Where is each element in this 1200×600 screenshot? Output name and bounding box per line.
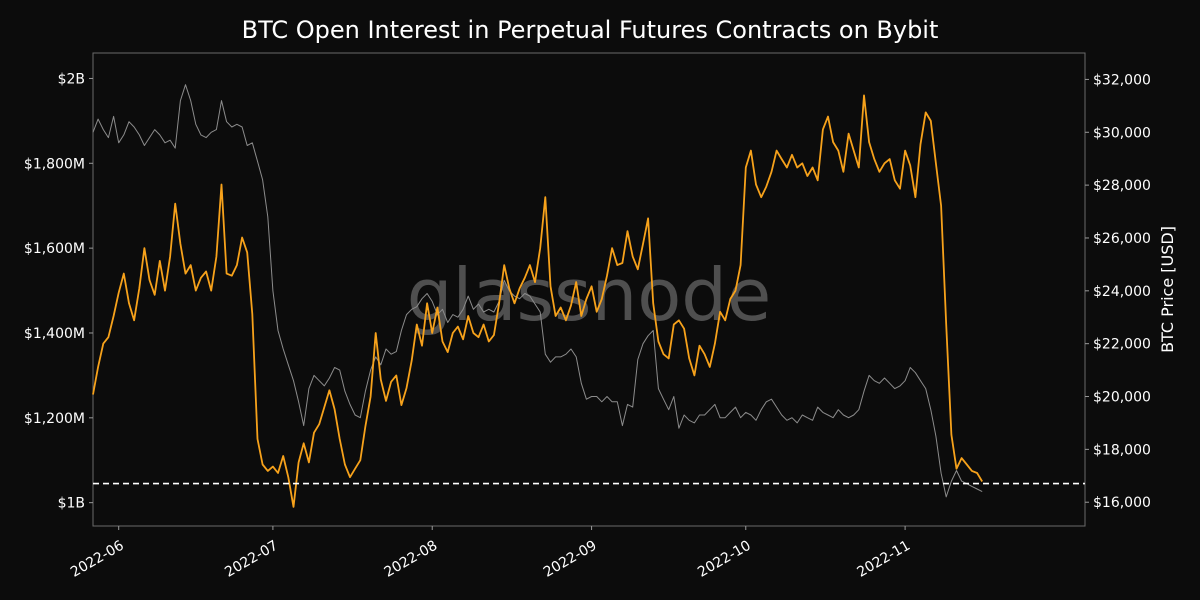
y-left-tick-label: $1,200M (24, 411, 85, 427)
y-right-axis-title: BTC Price [USD] (1158, 226, 1177, 353)
y-right-tick-label: $28,000 (1093, 178, 1151, 194)
x-tick-label: 2022-08 (382, 538, 441, 581)
open-interest-line (92, 94, 983, 508)
x-tick-label: 2022-07 (222, 538, 281, 581)
chart-title: BTC Open Interest in Perpetual Futures C… (241, 16, 939, 44)
y-right-tick-label: $22,000 (1093, 337, 1151, 353)
y-right-tick-label: $26,000 (1093, 231, 1151, 247)
y-left-tick-label: $1,800M (24, 156, 85, 172)
x-tick-label: 2022-10 (695, 538, 754, 581)
y-right-tick-label: $18,000 (1093, 442, 1151, 458)
y-right-tick-label: $20,000 (1093, 390, 1151, 406)
y-left-tick-label: $1B (58, 496, 85, 512)
y-left-tick-label: $2B (58, 71, 85, 87)
y-left-tick-label: $1,400M (24, 326, 85, 342)
y-left-tick-label: $1,600M (24, 241, 85, 257)
y-right-tick-label: $16,000 (1093, 495, 1151, 511)
y-right-tick-label: $32,000 (1093, 72, 1151, 88)
plot-frame (92, 52, 1086, 527)
x-tick-label: 2022-09 (541, 538, 600, 581)
y-right-tick-label: $30,000 (1093, 125, 1151, 141)
y-right-tick-label: $24,000 (1093, 284, 1151, 300)
x-tick-label: 2022-06 (68, 538, 127, 581)
btc-price-line (92, 84, 983, 498)
x-tick-label: 2022-11 (854, 538, 913, 581)
